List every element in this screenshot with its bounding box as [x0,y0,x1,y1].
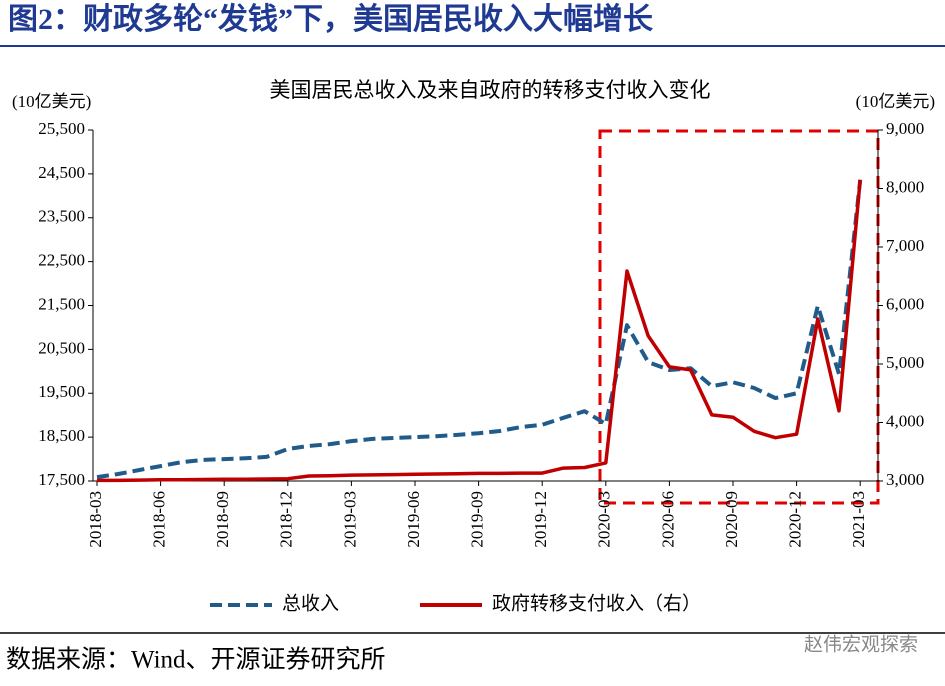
watermark: 赵伟宏观探索 [804,633,918,655]
x-tick-label: 2020-06 [658,491,677,548]
y2-tick-label: 3,000 [886,470,924,489]
y2-tick-label: 6,000 [886,294,924,313]
x-tick-label: 2020-09 [722,491,741,548]
y-tick-label: 19,500 [38,382,85,401]
y-tick-label: 20,500 [38,338,85,357]
y2-tick-label: 7,000 [886,236,924,255]
series-line [96,179,863,480]
y2-tick-label: 8,000 [886,177,924,196]
x-tick-label: 2018-06 [150,491,169,548]
series-line [97,179,862,483]
x-tick-label: 2018-09 [213,491,232,548]
y-axis-label: (10亿美元) [12,92,91,111]
y-tick-label: 23,500 [38,207,85,226]
chart-title: 美国居民总收入及来自政府的转移支付收入变化 [270,78,711,102]
legend-label: 总收入 [282,592,339,614]
y-tick-label: 24,500 [38,163,85,182]
page-title: 图2：财政多轮“发钱”下，美国居民收入大幅增长 [8,2,653,36]
y2-tick-label: 5,000 [886,353,924,372]
y-tick-label: 18,500 [38,426,85,445]
x-tick-label: 2018-03 [86,491,105,548]
y-tick-label: 17,500 [38,470,85,489]
legend-label: 政府转移支付收入（右） [492,592,701,614]
y-tick-label: 21,500 [38,294,85,313]
x-tick-label: 2019-12 [531,491,550,548]
y2-axis-label: (10亿美元) [856,92,935,111]
y-tick-label: 22,500 [38,251,85,270]
x-tick-label: 2021-03 [849,491,868,548]
y2-tick-label: 4,000 [886,411,924,430]
x-tick-label: 2019-03 [340,491,359,548]
x-tick-label: 2019-06 [404,491,423,548]
x-tick-label: 2020-03 [595,491,614,548]
x-tick-label: 2020-12 [786,491,805,548]
source: 数据来源：Wind、开源证券研究所 [6,646,386,674]
y-tick-label: 25,500 [38,119,85,138]
x-tick-label: 2018-12 [277,491,296,548]
y2-tick-label: 9,000 [886,119,924,138]
x-tick-label: 2019-09 [468,491,487,548]
